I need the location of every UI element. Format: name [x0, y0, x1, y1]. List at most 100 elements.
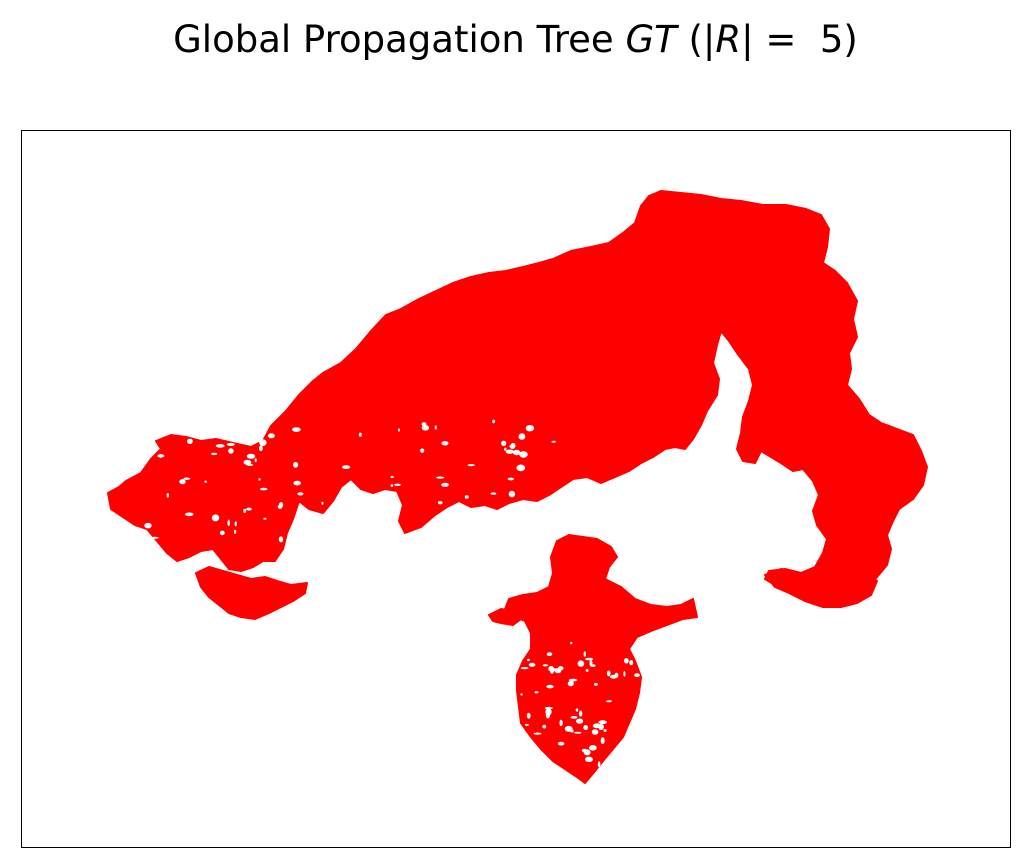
texture-gap [575, 708, 579, 712]
texture-gap [567, 681, 574, 687]
texture-gap [297, 492, 304, 496]
texture-gap [187, 438, 193, 444]
texture-gap [227, 519, 230, 527]
texture-gap [594, 682, 598, 686]
texture-gap [421, 425, 430, 431]
texture-gap [259, 445, 263, 452]
texture-gap [542, 664, 549, 667]
texture-gap [629, 660, 634, 666]
lower-left-lobe [195, 566, 308, 620]
texture-gap [260, 487, 268, 491]
texture-gap [492, 419, 496, 424]
texture-gap [234, 529, 237, 534]
texture-gap [578, 710, 583, 717]
main-region-shape [107, 190, 928, 606]
title-math-gt: GT [625, 18, 677, 61]
texture-gap [570, 716, 578, 719]
texture-gap [226, 442, 235, 446]
texture-gap [246, 453, 256, 459]
texture-gap [394, 483, 401, 486]
texture-gap [526, 712, 531, 719]
texture-gap [243, 459, 252, 465]
texture-gap [570, 729, 574, 733]
texture-gap [569, 641, 573, 645]
island-region-holes [520, 641, 640, 768]
texture-gap [526, 658, 530, 662]
texture-gap [204, 480, 208, 483]
texture-gap [398, 428, 400, 432]
texture-gap [293, 461, 299, 468]
texture-gap [434, 425, 437, 430]
texture-gap [634, 673, 640, 678]
texture-gap [441, 482, 449, 487]
texture-gap [436, 476, 445, 479]
texture-gap [259, 439, 267, 446]
texture-gap [179, 479, 186, 485]
texture-gap [576, 718, 584, 724]
texture-gap [520, 693, 523, 696]
texture-gap [358, 432, 362, 437]
texture-gap [277, 504, 283, 509]
texture-gap [441, 441, 449, 446]
texture-gap [219, 530, 225, 536]
texture-gap [504, 447, 507, 451]
texture-gap [609, 674, 618, 679]
texture-gap [533, 732, 542, 735]
texture-gap [505, 449, 514, 454]
texture-gap [518, 433, 526, 440]
texture-gap [598, 720, 607, 725]
texture-gap [577, 660, 585, 667]
texture-gap [321, 501, 324, 505]
texture-gap [568, 678, 578, 682]
texture-gap [557, 741, 565, 746]
texture-gap [293, 480, 302, 486]
texture-gap [246, 507, 252, 511]
island-shape [504, 534, 698, 784]
texture-gap [589, 745, 597, 751]
texture-gap [520, 667, 529, 670]
texture-gap [185, 512, 194, 517]
lower-island-region [488, 534, 698, 784]
texture-gap [258, 478, 261, 481]
texture-gap [548, 665, 554, 672]
upper-main-region [107, 190, 928, 620]
texture-gap [591, 729, 599, 735]
texture-gap [605, 700, 612, 703]
texture-gap [554, 667, 562, 674]
title-prefix: Global Propagation Tree [173, 18, 626, 61]
texture-gap [623, 671, 626, 677]
texture-gap [516, 464, 526, 472]
texture-gap [278, 536, 284, 543]
title-math-r: R [715, 18, 742, 61]
texture-gap [263, 517, 267, 520]
texture-gap [437, 501, 443, 505]
texture-gap [211, 514, 220, 522]
texture-gap [524, 723, 530, 726]
texture-gap [597, 761, 601, 768]
texture-gap [623, 658, 629, 664]
texture-gap [342, 465, 351, 469]
texture-gap [589, 659, 593, 667]
texture-gap [390, 484, 394, 487]
texture-gap [420, 448, 425, 453]
texture-gap [166, 493, 169, 498]
texture-gap [598, 723, 604, 730]
texture-gap [544, 706, 553, 710]
texture-gap [583, 749, 591, 756]
texture-gap [183, 477, 191, 480]
texture-gap [292, 427, 301, 432]
island-left-arm [488, 608, 522, 626]
texture-gap [268, 433, 275, 439]
texture-gap [574, 731, 582, 734]
texture-gap [490, 492, 497, 495]
texture-gap [583, 725, 589, 730]
texture-gap [559, 720, 563, 726]
texture-gap [144, 522, 152, 529]
texture-gap [534, 691, 539, 694]
texture-gap [243, 508, 247, 513]
texture-gap [228, 448, 234, 454]
texture-gap [150, 536, 159, 539]
texture-gap [546, 652, 553, 656]
texture-gap [583, 651, 586, 657]
texture-gap [546, 684, 554, 689]
